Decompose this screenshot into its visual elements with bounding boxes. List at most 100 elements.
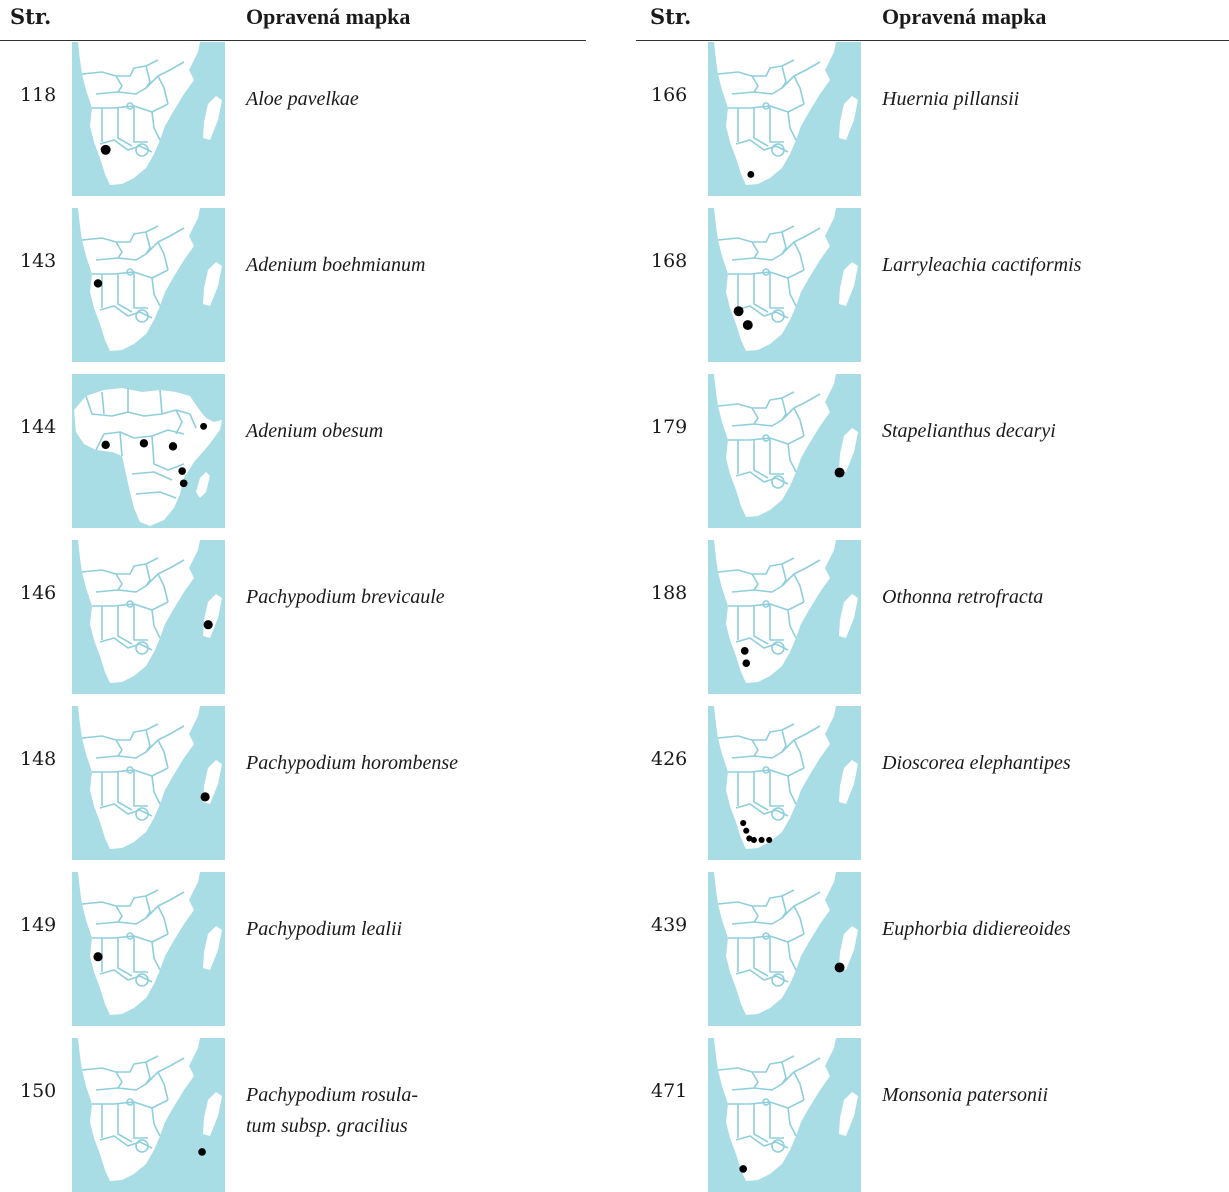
occurrence-dot	[168, 442, 178, 451]
species-entry: 426 Dioscorea elephantipes	[636, 706, 1229, 860]
occurrence-dot	[101, 440, 110, 450]
species-name-line: Pachypodium rosula-	[246, 1084, 419, 1106]
occurrence-dot	[200, 422, 208, 430]
country-border	[751, 1061, 787, 1089]
country-border	[762, 600, 770, 608]
southern-africa-map	[708, 540, 861, 694]
country-border	[151, 1071, 169, 1137]
country-border	[735, 305, 789, 319]
country-border	[787, 241, 805, 307]
country-border	[99, 803, 153, 817]
southern-africa-map	[708, 1038, 861, 1192]
country-border	[151, 241, 169, 307]
page-number: 179	[651, 416, 688, 438]
country-border	[771, 807, 785, 821]
occurrence-dot	[198, 1148, 206, 1156]
page-number: 144	[20, 416, 57, 438]
country-border	[126, 102, 134, 110]
country-border	[99, 1135, 153, 1149]
species-name-line: tum subsp. gracilius	[246, 1115, 408, 1137]
species-entry: 471 Monsonia patersonii	[636, 1038, 1229, 1192]
page-column-header: Str.	[10, 4, 52, 29]
country-border	[771, 143, 785, 157]
species-name-line: Aloe pavelkae	[246, 88, 359, 110]
country-border	[99, 637, 153, 651]
land-shape	[72, 540, 200, 683]
land-shape	[72, 1038, 200, 1181]
page-number: 168	[651, 250, 688, 272]
distribution-map	[708, 706, 861, 860]
country-border	[771, 1139, 785, 1153]
country-border	[135, 309, 149, 323]
country-border	[115, 563, 151, 591]
page-number: 471	[651, 1080, 688, 1102]
madagascar-shape	[839, 926, 858, 970]
table-header: Str. Opravená mapka	[636, 0, 1229, 41]
page-number: 150	[20, 1080, 57, 1102]
country-border	[115, 1061, 151, 1089]
southern-africa-map	[72, 872, 225, 1026]
page-number: 149	[20, 914, 57, 936]
occurrence-dot	[733, 306, 744, 317]
southern-africa-map	[708, 872, 861, 1026]
madagascar-shape	[839, 262, 858, 306]
madagascar-shape	[203, 262, 222, 306]
country-border	[762, 268, 770, 276]
occurrence-dot	[747, 170, 755, 178]
species-name: Pachypodium rosula-tum subsp. gracilius	[246, 1080, 418, 1142]
land-shape	[708, 706, 836, 849]
species-name-line: Dioscorea elephantipes	[882, 752, 1071, 774]
country-border	[115, 65, 151, 93]
country-border	[787, 75, 805, 141]
species-name-line: Stapelianthus decaryi	[882, 420, 1056, 442]
distribution-map	[708, 872, 861, 1026]
country-border	[101, 388, 163, 415]
species-entry: 149 Pachypodium lealii	[0, 872, 586, 1026]
species-entry: 143 Adenium boehmianum	[0, 208, 586, 362]
page-number: 426	[651, 748, 688, 770]
occurrence-dot	[200, 792, 210, 802]
species-name: Othonna retrofracta	[882, 582, 1043, 613]
occurrence-dot	[93, 279, 103, 288]
page-number: 146	[20, 582, 57, 604]
occurrence-dot	[93, 952, 103, 962]
land-shape	[74, 388, 222, 526]
country-border	[135, 1139, 149, 1153]
species-name: Adenium obesum	[246, 416, 383, 447]
occurrence-dot	[746, 835, 753, 842]
country-border	[175, 409, 197, 435]
country-border	[751, 895, 787, 923]
southern-africa-map	[708, 208, 861, 362]
occurrence-dot	[834, 962, 845, 973]
country-border	[762, 102, 770, 110]
country-border	[101, 770, 148, 811]
country-border	[771, 475, 785, 489]
page-number: 118	[20, 84, 57, 106]
country-border	[115, 729, 151, 757]
country-border	[762, 932, 770, 940]
occurrence-dot	[100, 144, 111, 155]
country-border	[99, 969, 153, 983]
distribution-map	[708, 540, 861, 694]
distribution-map	[72, 1038, 225, 1192]
country-border	[771, 973, 785, 987]
country-border	[135, 143, 149, 157]
species-name-line: Huernia pillansii	[882, 88, 1020, 110]
country-border	[85, 395, 191, 417]
southern-africa-map	[708, 374, 861, 528]
species-name-line: Monsonia patersonii	[882, 1084, 1049, 1106]
occurrence-dot	[758, 836, 765, 844]
occurrence-dot	[743, 827, 750, 834]
occurrence-dot	[740, 819, 747, 827]
country-border	[135, 973, 149, 987]
species-name-line: Adenium boehmianum	[246, 254, 426, 276]
species-entry: 144 Adenium obesum	[0, 374, 586, 528]
country-border	[115, 231, 151, 259]
occurrence-dot	[178, 467, 186, 475]
country-border	[151, 905, 169, 971]
country-border	[787, 905, 805, 971]
country-border	[787, 739, 805, 805]
country-border	[751, 231, 787, 259]
page-number: 188	[651, 582, 688, 604]
africa-map	[72, 374, 225, 528]
